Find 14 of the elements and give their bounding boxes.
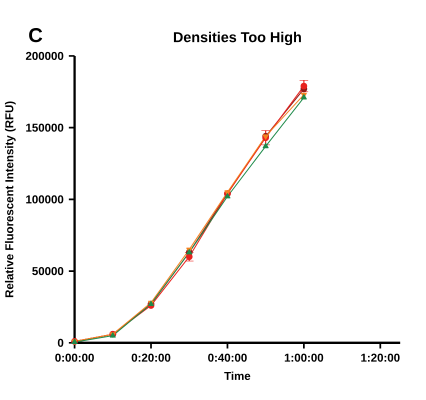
x-tick-label: 1:00:00: [284, 354, 324, 362]
y-axis-title: Relative Fluorescent Intensity (RFU): [4, 101, 16, 298]
x-tick-label: 0:00:00: [55, 354, 94, 362]
y-tick-label: 0: [58, 338, 64, 347]
y-tick-label: 200000: [26, 52, 64, 60]
chart-title: Densities Too High: [174, 32, 301, 46]
text: C: [29, 28, 42, 42]
y-tick-label: 100000: [26, 195, 64, 204]
y-tick-label: 50000: [32, 266, 64, 276]
x-axis-title: Time: [224, 371, 250, 380]
x-tick-label: 0:40:00: [208, 354, 247, 362]
y-tick-label: 150000: [26, 124, 64, 132]
x-tick-label: 1:20:00: [361, 354, 400, 362]
x-tick-label: 0:20:00: [132, 354, 170, 362]
